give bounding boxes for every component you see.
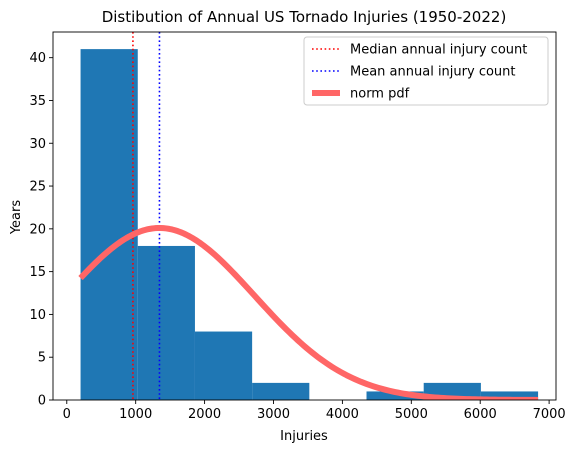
y-tick-label-30: 30 bbox=[29, 137, 46, 152]
y-tick-label-35: 35 bbox=[29, 94, 46, 109]
histogram-bar-1 bbox=[80, 49, 138, 401]
legend: Median annual injury count Mean annual in… bbox=[303, 36, 549, 106]
histogram-bar-6 bbox=[366, 391, 424, 400]
axes-frame bbox=[52, 31, 557, 401]
legend-label-norm-pdf: norm pdf bbox=[350, 87, 410, 102]
y-tick-label-20: 20 bbox=[29, 222, 46, 237]
plot-area: 0 1000 2000 3000 4000 5000 6000 7000 0 5 10 15 20 25 3… bbox=[29, 31, 566, 422]
x-tick-label-4000: 4000 bbox=[326, 407, 359, 422]
legend-label-mean: Mean annual injury count bbox=[350, 65, 516, 80]
norm-pdf-curve bbox=[78, 224, 539, 400]
histogram-bar-2 bbox=[137, 245, 195, 400]
y-tick-label-40: 40 bbox=[29, 51, 46, 66]
y-axis-label: Years bbox=[9, 200, 24, 236]
x-tick-label-1000: 1000 bbox=[119, 407, 152, 422]
x-tick-label-6000: 6000 bbox=[464, 407, 497, 422]
x-tick-label-5000: 5000 bbox=[395, 407, 428, 422]
histogram-bar-4 bbox=[252, 382, 310, 400]
x-axis-label: Injuries bbox=[280, 429, 328, 444]
histogram-bar-8 bbox=[480, 391, 539, 400]
legend-box bbox=[303, 36, 549, 106]
chart-title: Distibution of Annual US Tornado Injurie… bbox=[102, 8, 507, 26]
y-tick-label-0: 0 bbox=[38, 394, 46, 409]
y-tick-label-15: 15 bbox=[29, 265, 46, 280]
x-tick-label-0: 0 bbox=[63, 407, 71, 422]
x-tick-label-2000: 2000 bbox=[188, 407, 221, 422]
legend-label-median: Median annual injury count bbox=[350, 43, 527, 58]
histogram-bar-3 bbox=[194, 331, 253, 400]
y-tick-label-10: 10 bbox=[29, 308, 46, 323]
y-tick-label-5: 5 bbox=[38, 351, 46, 366]
x-tick-label-7000: 7000 bbox=[533, 407, 566, 422]
x-tick-label-3000: 3000 bbox=[257, 407, 290, 422]
y-tick-label-25: 25 bbox=[29, 180, 46, 195]
